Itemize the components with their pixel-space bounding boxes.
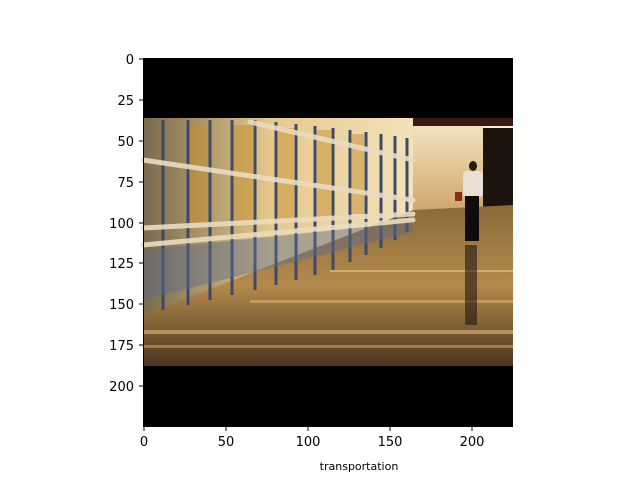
y-tick-label: 75 xyxy=(117,176,134,191)
x-tick-label: 0 xyxy=(140,435,148,450)
x-tick-label: 200 xyxy=(460,435,485,450)
y-tick-label: 50 xyxy=(117,135,134,150)
image-caption: transportation xyxy=(320,460,399,473)
y-tick-label: 100 xyxy=(109,217,134,232)
x-tick-label: 50 xyxy=(218,435,235,450)
x-tick-labels: 0 50 100 150 200 xyxy=(140,435,485,450)
y-tick-label: 150 xyxy=(109,298,134,313)
y-tick-label: 200 xyxy=(109,380,134,395)
y-tick-label: 175 xyxy=(109,339,134,354)
x-tick-label: 100 xyxy=(296,435,321,450)
x-tick-label: 150 xyxy=(378,435,403,450)
y-tick-label: 125 xyxy=(109,257,134,272)
photo xyxy=(140,58,513,427)
corridor-scene xyxy=(140,118,513,366)
y-tick-label: 25 xyxy=(117,94,134,109)
y-tick-label: 0 xyxy=(126,53,134,68)
y-axis xyxy=(139,58,143,387)
traveler-figure xyxy=(455,161,483,325)
axes-frame xyxy=(143,58,513,427)
x-axis xyxy=(143,427,473,431)
y-tick-labels: 0 25 50 75 100 125 150 175 200 xyxy=(109,53,134,395)
